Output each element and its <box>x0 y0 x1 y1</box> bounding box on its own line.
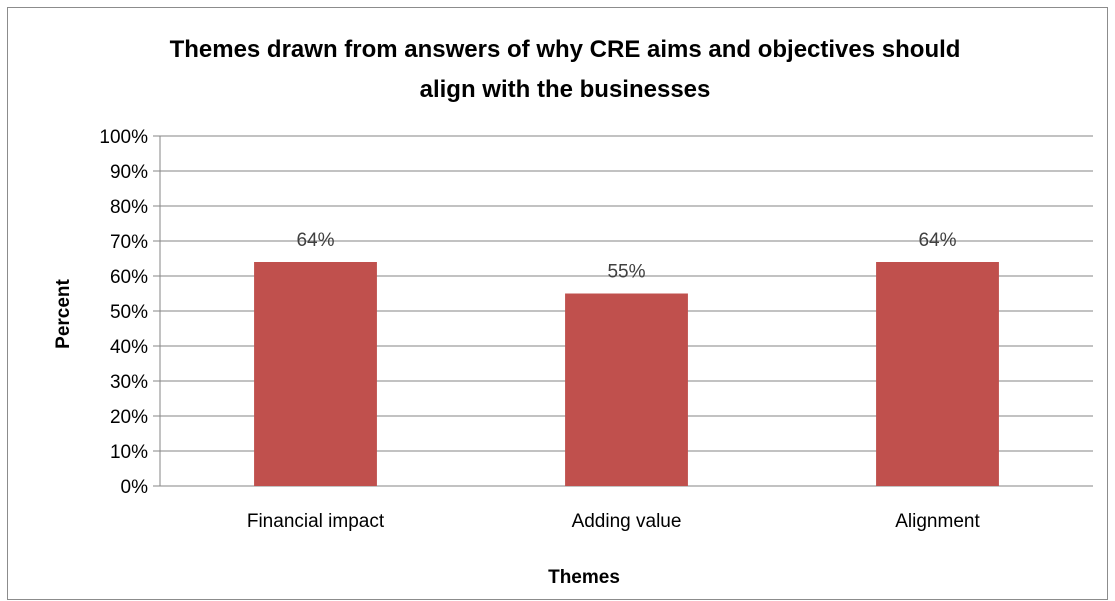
x-axis-ticks: Financial impact Adding value Alignment <box>247 511 981 532</box>
y-tick-label: 0% <box>121 477 149 498</box>
y-tick-label: 80% <box>110 197 148 218</box>
y-tick-label: 40% <box>110 337 148 358</box>
y-tick-label: 60% <box>110 267 148 288</box>
x-tick-label: Financial impact <box>247 511 385 532</box>
bar-data-label: 55% <box>607 262 645 283</box>
y-axis-title: Percent <box>53 278 74 348</box>
bars <box>254 262 999 486</box>
y-tick-label: 10% <box>110 442 148 463</box>
y-tick-label: 70% <box>110 232 148 253</box>
chart-title-line-1: Themes drawn from answers of why CRE aim… <box>170 36 961 63</box>
bar-data-label: 64% <box>296 230 334 251</box>
y-tick-label: 90% <box>110 162 148 183</box>
bar <box>565 293 688 486</box>
y-tick-label: 50% <box>110 302 148 323</box>
bar <box>876 262 999 486</box>
y-tick-label: 100% <box>99 127 148 148</box>
bar-data-label: 64% <box>918 230 956 251</box>
x-tick-label: Alignment <box>895 511 980 532</box>
y-tick-label: 30% <box>110 372 148 393</box>
x-tick-label: Adding value <box>572 511 682 532</box>
data-labels: 64% 55% 64% <box>296 230 956 283</box>
x-axis-title: Themes <box>548 567 620 588</box>
y-tick-label: 20% <box>110 407 148 428</box>
chart-title-line-2: align with the businesses <box>420 76 711 103</box>
y-axis-ticks: 0% 10% 20% 30% 40% 50% 60% 70% 80% 90% 100% <box>99 127 148 498</box>
bar <box>254 262 377 486</box>
